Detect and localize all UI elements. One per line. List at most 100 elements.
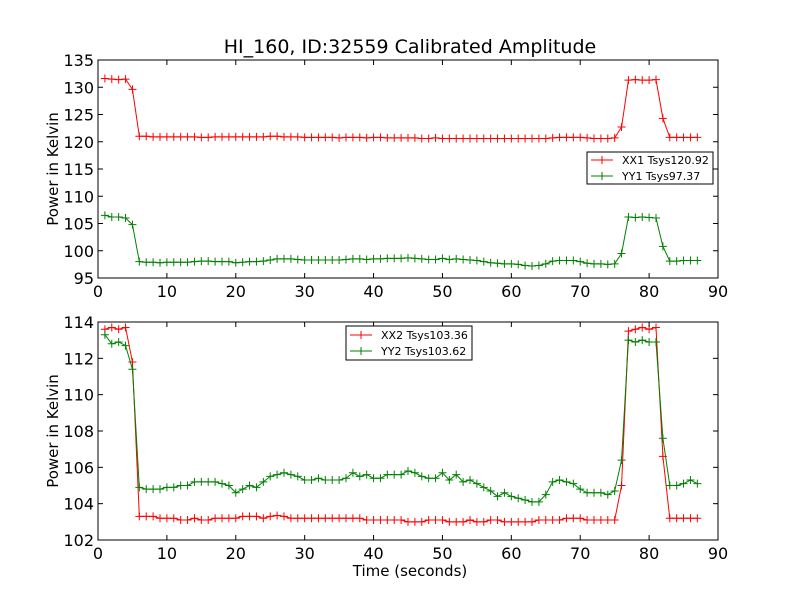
data-point-xx2 [231,514,240,523]
bottom-legend: XX2 Tsys103.36 YY2 Tsys103.62 [345,325,473,361]
data-point-yy1 [149,258,158,267]
data-point-yy2 [369,474,378,483]
data-point-xx1 [631,75,640,84]
data-point-yy1 [603,260,612,269]
data-point-xx1 [679,133,688,142]
data-point-yy1 [286,254,295,263]
data-point-yy1 [424,255,433,264]
data-point-yy1 [369,254,378,263]
data-point-yy2 [500,488,509,497]
top-y-axis-title: Power in Kelvin [44,112,62,226]
data-point-xx2 [259,514,268,523]
data-point-yy1 [314,256,323,265]
data-point-yy1 [293,255,302,264]
data-point-yy1 [576,257,585,266]
data-point-xx1 [362,133,371,142]
data-point-yy2 [452,470,461,479]
data-point-yy2 [445,476,454,485]
legend-label-yy1: YY1 Tsys97.37 [621,170,700,183]
data-point-yy2 [355,472,364,481]
data-point-xx2 [286,514,295,523]
data-point-xx1 [472,134,481,143]
data-point-yy1 [238,258,247,267]
data-point-xx2 [211,514,220,523]
bottom-x-tick-label: 10 [157,544,177,563]
data-point-xx1 [107,75,116,84]
data-point-xx2 [307,514,316,523]
data-point-xx2 [335,514,344,523]
data-point-yy1 [252,257,261,266]
data-point-yy1 [100,211,109,220]
data-point-xx1 [273,132,282,141]
data-point-xx1 [211,132,220,141]
bottom-x-tick-label: 50 [432,544,452,563]
bottom-x-tick-label: 80 [639,544,659,563]
data-point-yy1 [169,258,178,267]
data-point-yy1 [321,256,330,265]
data-point-yy2 [541,490,550,499]
data-point-yy2 [472,479,481,488]
data-point-xx1 [583,133,592,142]
data-point-xx1 [479,134,488,143]
data-point-xx1 [142,132,151,141]
data-point-yy2 [286,470,295,479]
data-point-xx1 [383,133,392,142]
data-point-xx2 [404,517,412,526]
data-point-yy2 [610,486,619,495]
data-point-xx1 [672,133,681,142]
data-point-yy2 [431,474,440,483]
data-point-xx2 [562,514,571,523]
data-point-xx2 [631,325,640,334]
data-point-xx1 [424,134,433,143]
data-point-xx1 [266,132,275,141]
data-point-yy2 [665,481,674,490]
data-point-yy2 [679,479,688,488]
data-point-xx2 [300,514,309,523]
data-point-xx1 [658,114,667,123]
data-point-xx1 [410,133,419,142]
data-point-xx2 [514,517,523,526]
data-point-xx2 [238,512,247,521]
data-point-yy2 [183,481,192,490]
data-point-xx1 [466,134,474,143]
data-point-yy2 [121,341,130,350]
top-x-tick-label: 80 [639,282,659,301]
data-point-xx1 [321,133,330,142]
top-x-tick-label: 90 [708,282,728,301]
data-point-yy1 [197,257,206,266]
data-point-yy1 [135,257,144,266]
data-point-xx1 [562,133,571,142]
data-point-xx2 [383,516,392,525]
data-point-yy2 [555,476,564,485]
bottom-x-tick-label: 30 [294,544,314,563]
data-point-yy2 [576,485,585,494]
bottom-x-tick-label: 40 [363,544,383,563]
data-point-xx2 [121,323,130,332]
top-y-tick-label: 115 [63,160,94,179]
data-point-xx2 [431,516,440,525]
legend-marker-yy1 [598,172,606,180]
data-point-xx2 [672,514,681,523]
data-point-yy2 [638,336,647,345]
bottom-x-tick-label: 0 [93,544,103,563]
data-point-yy2 [466,476,474,485]
data-point-yy1 [528,262,536,271]
data-point-xx2 [445,517,454,526]
data-point-yy1 [362,255,371,264]
top-y-tick-label: 100 [63,242,94,261]
data-point-yy2 [307,476,316,485]
data-point-yy2 [672,481,681,490]
top-x-tick-label: 40 [363,282,383,301]
data-point-yy2 [224,481,233,490]
data-point-xx1 [204,133,213,142]
data-point-xx1 [596,134,605,143]
bottom-x-tick-label: 60 [501,544,521,563]
data-point-xx1 [176,132,185,141]
data-point-xx1 [197,133,206,142]
bottom-y-tick-label: 102 [63,531,94,550]
data-point-xx1 [638,76,647,85]
top-y-tick-label: 130 [63,78,94,97]
data-point-xx1 [397,133,406,142]
data-point-xx2 [479,517,488,526]
data-point-xx1 [300,133,309,142]
